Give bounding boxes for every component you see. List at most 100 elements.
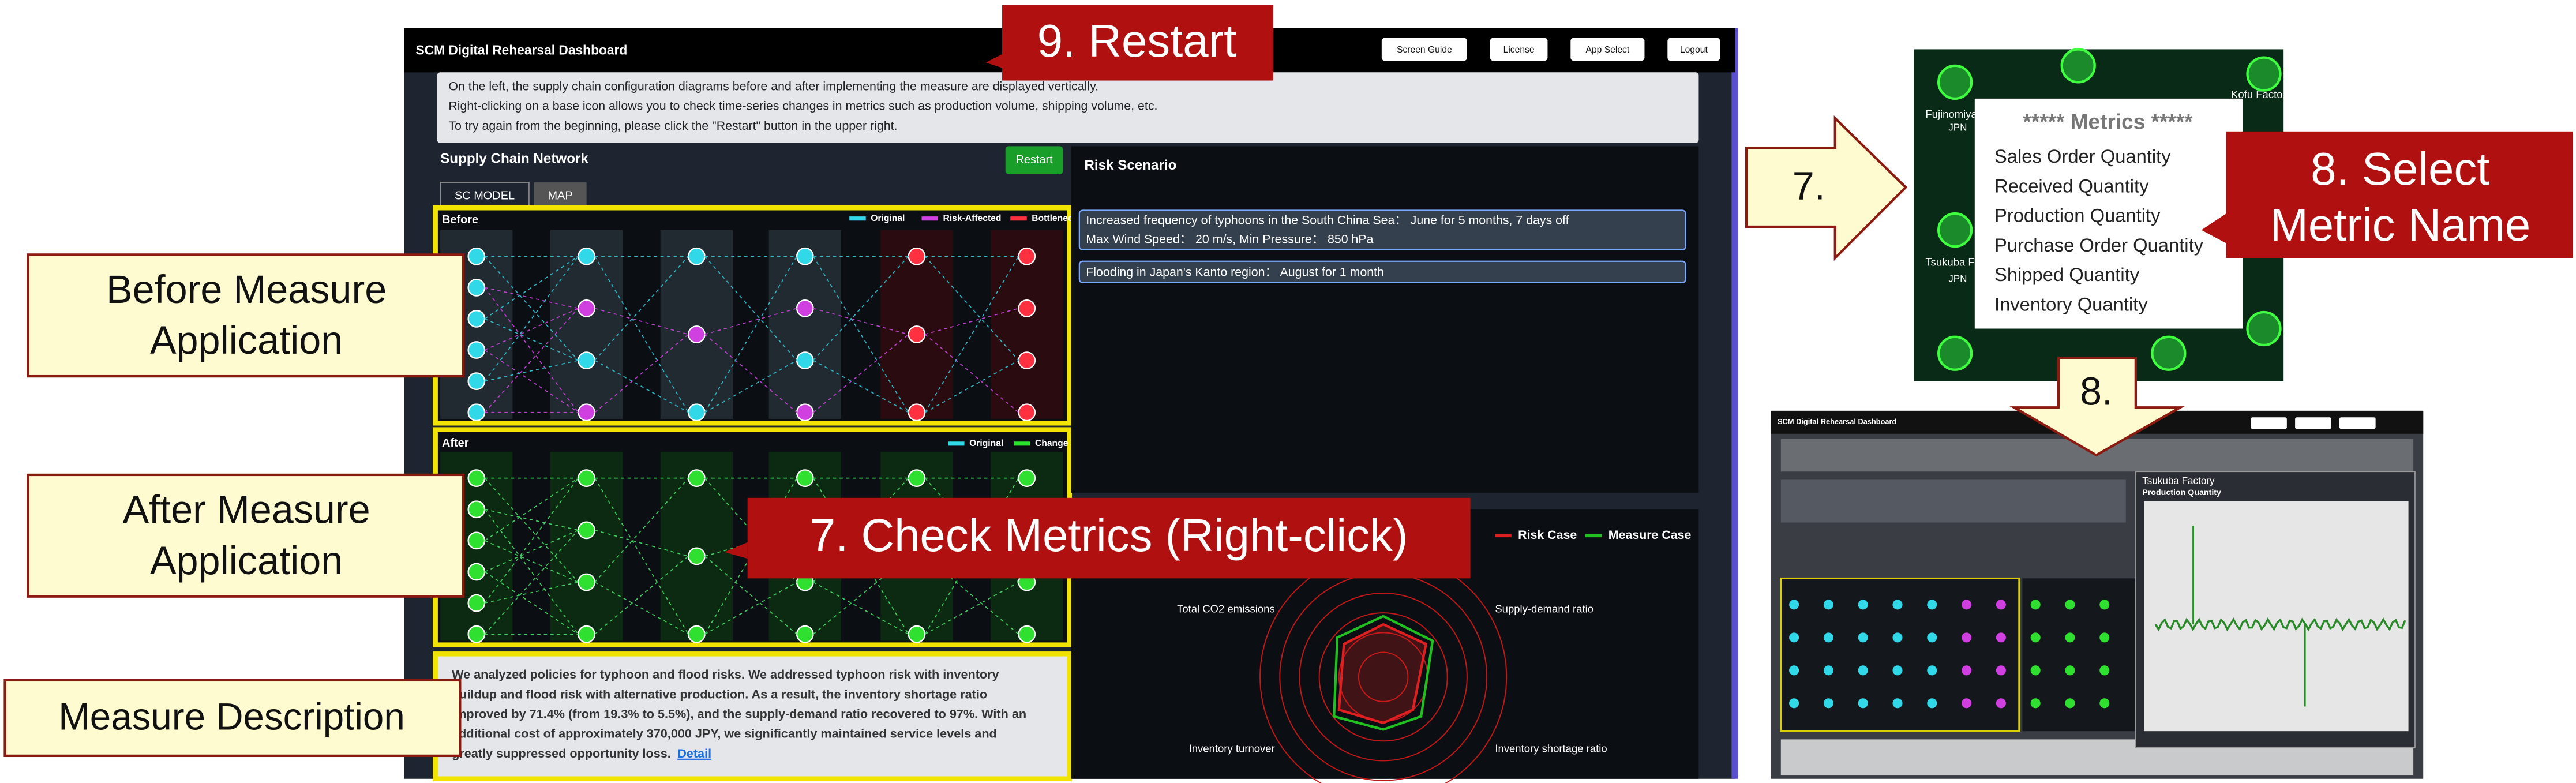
network-node xyxy=(578,403,595,422)
network-node xyxy=(467,594,486,612)
menu-item[interactable]: Inventory Quantity xyxy=(1994,293,2148,314)
network-edge xyxy=(924,334,1019,413)
header-button-label: Logout xyxy=(1680,45,1708,55)
network-node xyxy=(578,573,595,591)
mini-node xyxy=(1962,665,1972,676)
instruction: Right-clicking on a base icon allows you… xyxy=(448,99,1157,113)
network-edge xyxy=(484,287,579,309)
mini-node xyxy=(1996,632,2006,643)
tab-label: MAP xyxy=(548,190,572,203)
scrollbar xyxy=(1731,28,1738,779)
node-label: JPN xyxy=(1948,122,1967,133)
network-edge xyxy=(812,478,909,635)
mini-node xyxy=(1927,665,1937,676)
arrow xyxy=(1745,115,1908,261)
header-button-label: App Select xyxy=(1586,45,1630,55)
network-node xyxy=(467,625,486,643)
callout xyxy=(2226,131,2573,258)
arrow-label: 7. xyxy=(1793,164,1825,208)
risk-panel xyxy=(1071,146,1699,493)
network-edge xyxy=(704,556,797,635)
network-node xyxy=(796,247,814,265)
modal-title: Tsukuba Factory xyxy=(2142,475,2215,486)
network-edge xyxy=(813,334,909,413)
network-edge xyxy=(813,582,909,635)
node-label: Tsukuba F xyxy=(1925,256,1974,268)
network-node xyxy=(578,299,595,317)
risk-card xyxy=(1078,209,1686,250)
mini-node xyxy=(2065,698,2075,709)
callout xyxy=(3,679,462,758)
instruction: To try again from the beginning, please … xyxy=(448,119,897,133)
network-edge xyxy=(594,308,689,335)
risk-card xyxy=(1078,260,1686,283)
network-edge xyxy=(594,556,689,635)
network-node xyxy=(467,531,486,550)
network-node xyxy=(908,247,926,265)
mini-node xyxy=(1789,600,1799,610)
callout-text: Before Measure xyxy=(106,268,387,312)
header-button[interactable] xyxy=(1667,38,1720,61)
mini-button xyxy=(2339,417,2376,429)
mini-node xyxy=(1789,632,1799,643)
legend-label: Risk-Affected xyxy=(943,213,1002,223)
mini-node xyxy=(1823,600,1833,610)
menu-item[interactable]: Sales Order Quantity xyxy=(1994,145,2171,167)
callout-text: After Measure xyxy=(123,488,370,531)
restart-button[interactable] xyxy=(1005,146,1063,174)
header-button[interactable] xyxy=(1381,38,1467,61)
node-label: Fujinomiya xyxy=(1925,108,1977,120)
network-edge xyxy=(594,359,689,413)
legend-label: Risk Case xyxy=(1518,528,1577,542)
network-edge xyxy=(924,308,1019,335)
network-node xyxy=(467,278,486,297)
tab-label: SC MODEL xyxy=(455,190,515,203)
network-edge xyxy=(484,349,579,413)
header-button[interactable] xyxy=(1570,38,1645,61)
network-node xyxy=(908,625,926,643)
node-icon xyxy=(1937,212,1973,248)
legend-label: Bottleneck xyxy=(1032,213,1078,223)
arrow xyxy=(2009,357,2185,457)
network-edge xyxy=(704,359,797,413)
callout-text: 8. Select xyxy=(2311,143,2489,194)
radar-shape xyxy=(1333,615,1434,731)
network-node xyxy=(796,351,814,369)
callout-pointer xyxy=(985,53,1006,69)
network-node xyxy=(688,403,706,422)
radar-ring xyxy=(1318,612,1448,742)
menu-item[interactable]: Received Quantity xyxy=(1994,175,2149,196)
callout-text: Measure Description xyxy=(58,696,405,738)
node-icon xyxy=(2246,56,2282,92)
network-node xyxy=(1018,351,1036,369)
network-edge xyxy=(924,256,1019,413)
menu-item[interactable]: Production Quantity xyxy=(1994,205,2161,226)
callout-text: Application xyxy=(150,539,343,583)
network-node xyxy=(578,521,595,540)
mini-node xyxy=(2030,600,2041,610)
mini-node xyxy=(1927,600,1937,610)
network-node xyxy=(578,625,595,643)
mini-node xyxy=(2065,600,2075,610)
network-node xyxy=(688,325,706,343)
modal-subtitle: Production Quantity xyxy=(2142,488,2221,497)
menu-item[interactable]: Purchase Order Quantity xyxy=(1994,234,2204,256)
legend-label: Change xyxy=(1035,439,1068,448)
tab[interactable] xyxy=(534,182,587,209)
node-icon xyxy=(2060,48,2096,84)
panel-label: Before xyxy=(442,213,478,226)
network-node xyxy=(467,500,486,519)
header-button[interactable] xyxy=(1490,38,1548,61)
detail-link[interactable]: Detail xyxy=(677,746,711,760)
mini-button xyxy=(2251,417,2287,429)
context-menu xyxy=(1974,98,2243,329)
instructions-box xyxy=(437,72,1699,143)
mini-node xyxy=(2065,632,2075,643)
network-node xyxy=(467,563,486,581)
network-node xyxy=(578,247,595,265)
mini-node xyxy=(1858,665,1868,676)
mini-node xyxy=(1927,632,1937,643)
mini-node xyxy=(2030,698,2041,709)
menu-item[interactable]: Shipped Quantity xyxy=(1994,264,2140,285)
